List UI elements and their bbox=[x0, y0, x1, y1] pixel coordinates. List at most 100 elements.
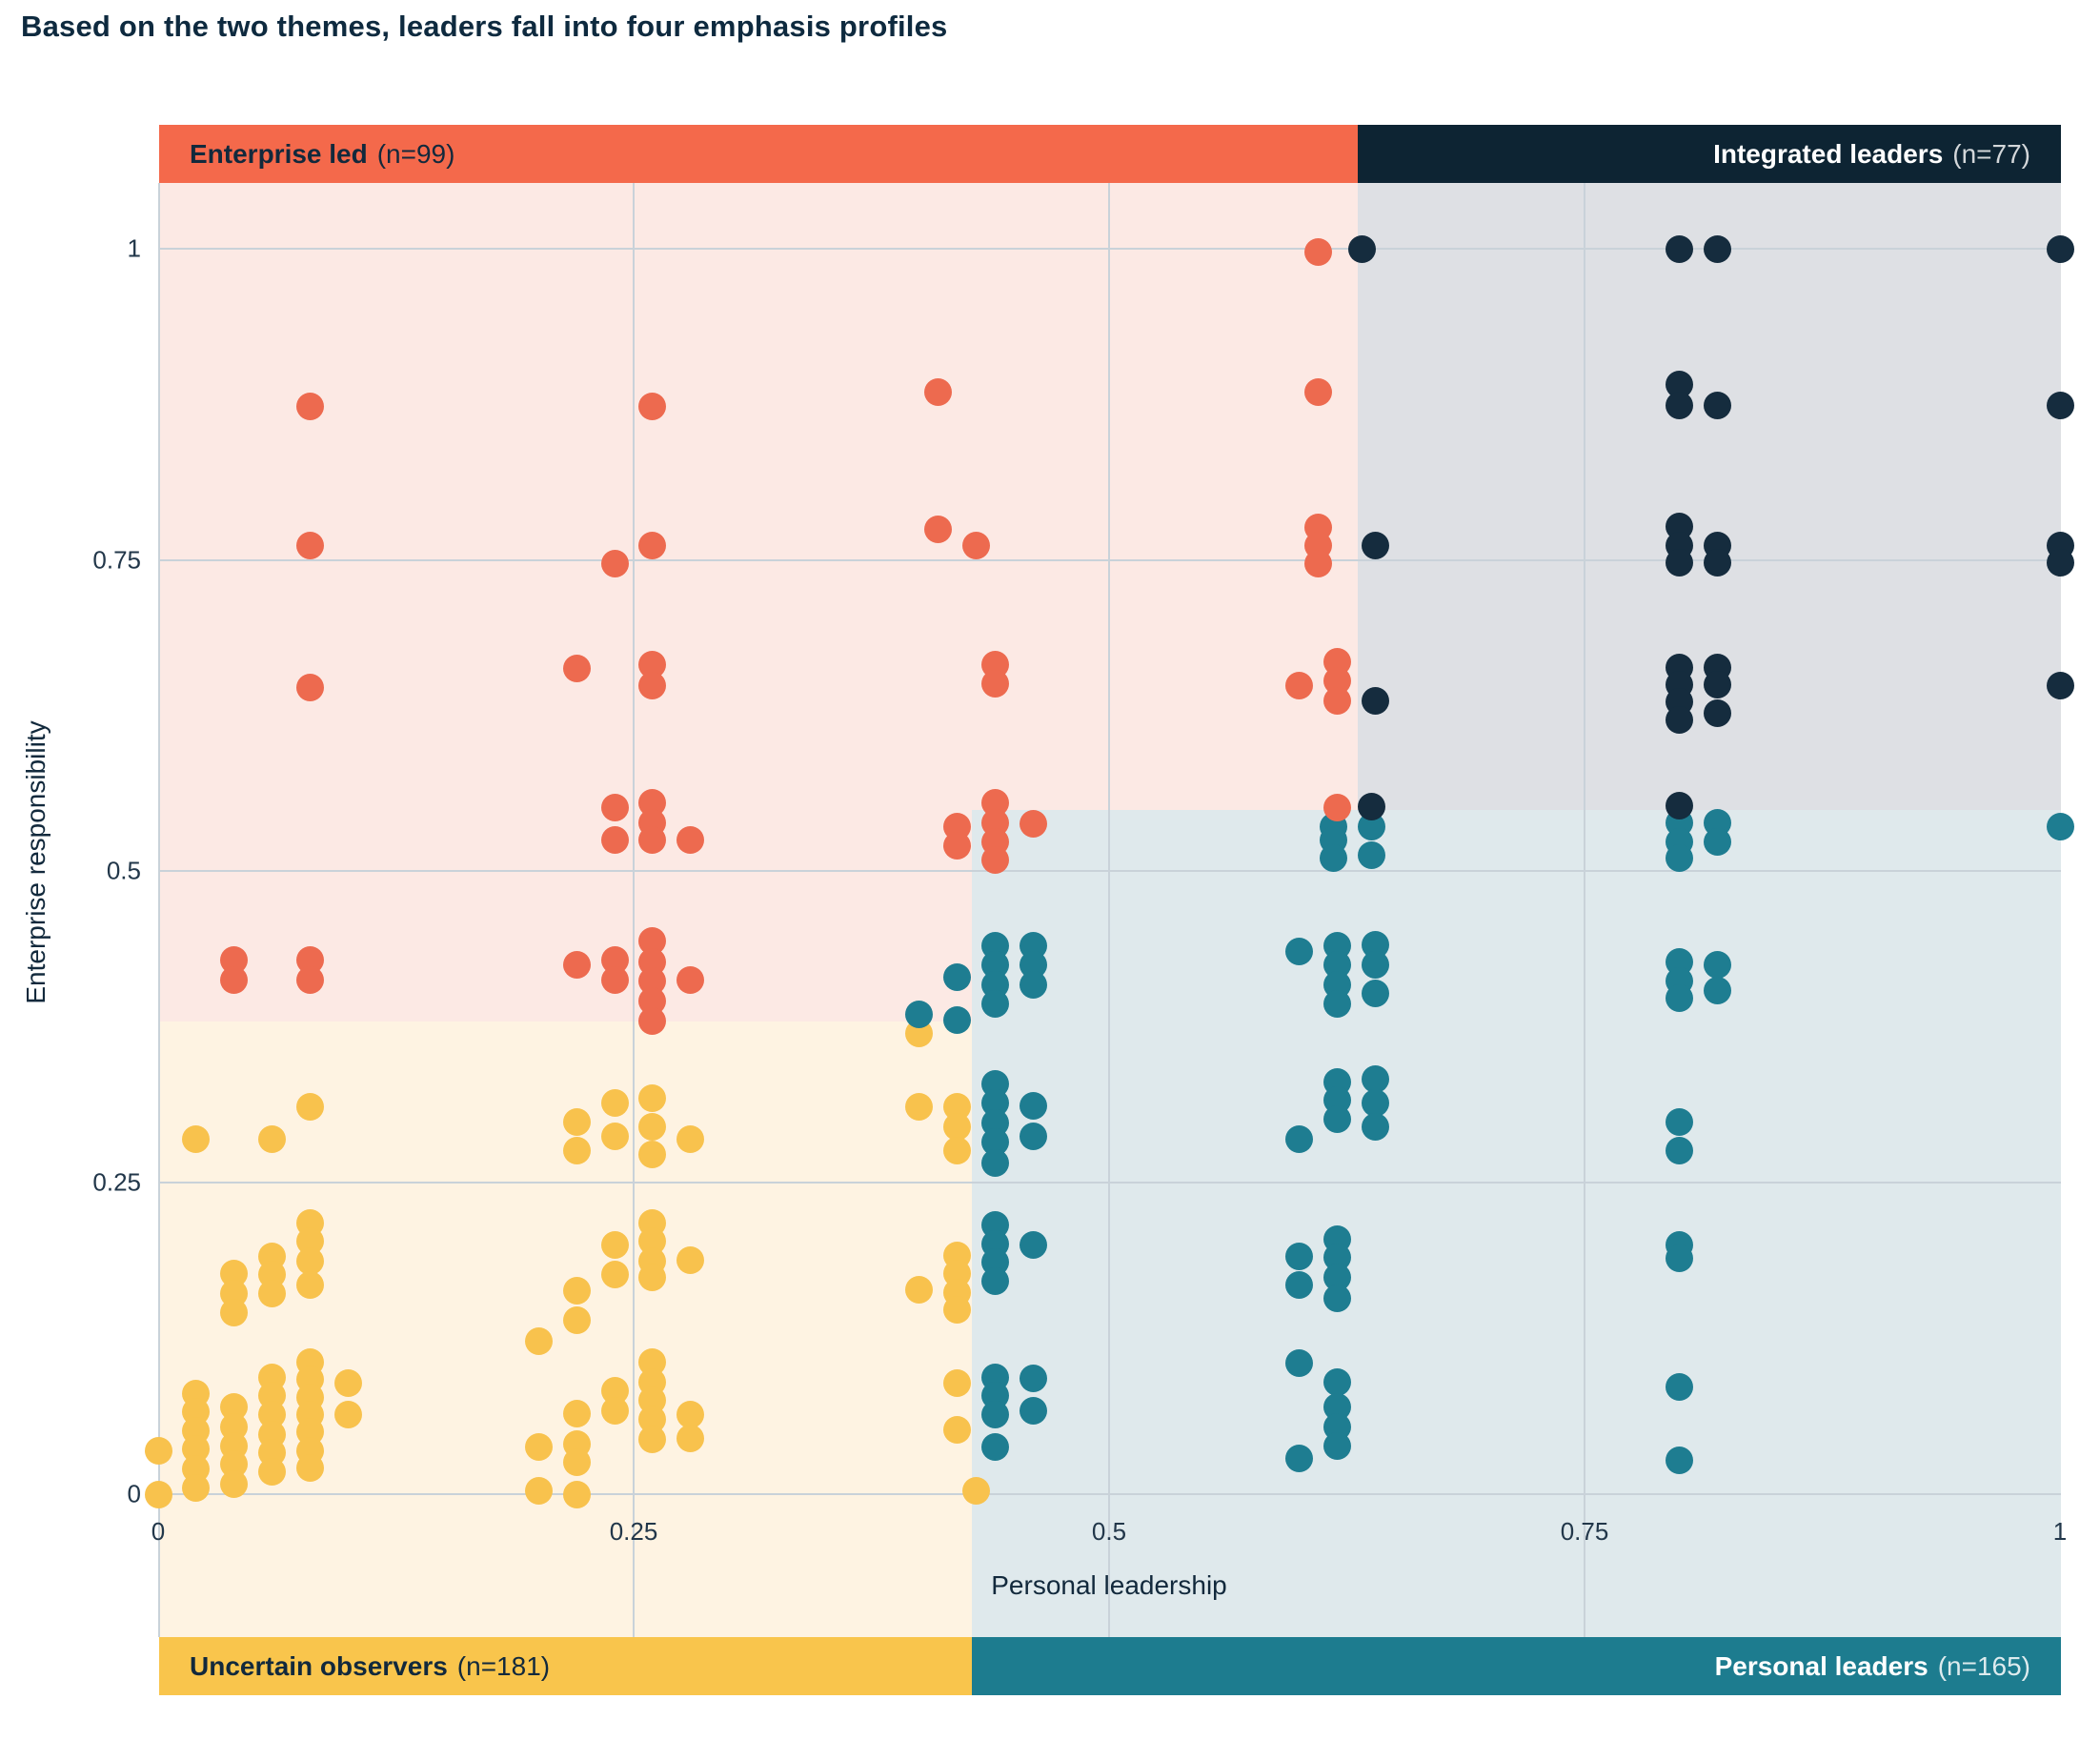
data-point bbox=[1704, 977, 1732, 1005]
data-point bbox=[2046, 392, 2074, 420]
data-point bbox=[296, 1093, 325, 1122]
data-point bbox=[676, 965, 705, 994]
data-point bbox=[562, 654, 591, 682]
data-point bbox=[2046, 812, 2074, 840]
y-tick-075: 0.75 bbox=[92, 545, 141, 575]
data-point bbox=[562, 951, 591, 980]
data-point bbox=[1304, 238, 1333, 267]
data-point bbox=[1323, 794, 1352, 822]
data-point bbox=[904, 1276, 933, 1305]
data-point bbox=[1019, 970, 1047, 999]
data-point bbox=[923, 377, 952, 406]
data-point bbox=[1323, 686, 1352, 715]
data-point bbox=[980, 669, 1009, 698]
data-point bbox=[1666, 984, 1694, 1013]
data-point bbox=[1666, 392, 1694, 420]
data-point bbox=[296, 1454, 325, 1483]
quadrant-label: Personal leaders bbox=[1714, 1650, 1928, 1681]
gridline-x-075 bbox=[1584, 183, 1585, 1637]
data-point bbox=[1666, 1373, 1694, 1402]
data-point bbox=[638, 1140, 667, 1168]
data-point bbox=[600, 1231, 629, 1260]
data-point bbox=[638, 1264, 667, 1292]
data-point bbox=[638, 1112, 667, 1141]
data-point bbox=[1666, 791, 1694, 819]
y-tick-0: 0 bbox=[127, 1479, 141, 1508]
data-point bbox=[942, 963, 971, 992]
quadrant-region-personal-leaders bbox=[972, 810, 2061, 1637]
data-point bbox=[1361, 951, 1389, 980]
data-point bbox=[942, 831, 971, 860]
data-point bbox=[1704, 951, 1732, 980]
data-point bbox=[1323, 1285, 1352, 1313]
quadrant-label: Enterprise led bbox=[190, 138, 368, 169]
data-point bbox=[638, 393, 667, 421]
data-point bbox=[1361, 1112, 1389, 1141]
data-point bbox=[334, 1400, 363, 1428]
data-point bbox=[980, 1432, 1009, 1461]
data-point bbox=[1704, 699, 1732, 727]
quadrant-n-count: (n=165) bbox=[1937, 1650, 2030, 1681]
data-point bbox=[1285, 1125, 1314, 1153]
data-point bbox=[1323, 989, 1352, 1018]
data-point bbox=[638, 826, 667, 855]
data-point bbox=[942, 1369, 971, 1398]
data-point bbox=[296, 1247, 325, 1276]
data-point bbox=[1704, 670, 1732, 698]
quadrant-n-count: (n=181) bbox=[456, 1650, 551, 1681]
data-point bbox=[258, 1125, 287, 1153]
y-tick-1: 1 bbox=[127, 233, 141, 263]
data-point bbox=[1285, 1444, 1314, 1472]
quadrant-band-uncertain-observers: Uncertain observers (n=181) bbox=[159, 1637, 972, 1695]
data-point bbox=[296, 965, 325, 994]
x-tick-025: 0.25 bbox=[609, 1517, 658, 1546]
data-point bbox=[562, 1107, 591, 1136]
data-point bbox=[562, 1480, 591, 1508]
data-point bbox=[1323, 1105, 1352, 1134]
quadrant-n-count: (n=77) bbox=[1952, 138, 2030, 169]
data-point bbox=[676, 1245, 705, 1274]
data-point bbox=[220, 1470, 249, 1499]
y-tick-05: 0.5 bbox=[106, 856, 141, 885]
data-point bbox=[1304, 550, 1333, 578]
data-point bbox=[220, 965, 249, 994]
data-point bbox=[1304, 377, 1333, 406]
data-point bbox=[1704, 392, 1732, 420]
data-point bbox=[2046, 548, 2074, 577]
data-point bbox=[961, 531, 990, 559]
data-point bbox=[961, 1476, 990, 1505]
data-point bbox=[980, 1400, 1009, 1428]
data-point bbox=[562, 1136, 591, 1164]
data-point bbox=[524, 1476, 553, 1505]
data-point bbox=[334, 1369, 363, 1398]
data-point bbox=[296, 393, 325, 421]
data-point bbox=[1666, 548, 1694, 577]
data-point bbox=[676, 1424, 705, 1452]
data-point bbox=[676, 1125, 705, 1153]
quadrant-band-enterprise-led: Enterprise led (n=99) bbox=[159, 125, 1358, 183]
data-point bbox=[980, 846, 1009, 875]
data-point bbox=[1285, 1242, 1314, 1270]
data-point bbox=[1347, 234, 1376, 263]
quadrant-band-integrated-leaders: Integrated leaders (n=77) bbox=[1358, 125, 2061, 183]
gridline-y-05 bbox=[158, 870, 2061, 872]
data-point bbox=[1019, 810, 1047, 839]
quadrant-label: Uncertain observers bbox=[190, 1650, 448, 1681]
data-point bbox=[638, 531, 667, 559]
quadrant-label: Integrated leaders bbox=[1713, 138, 1944, 169]
data-point bbox=[1361, 980, 1389, 1008]
data-point bbox=[600, 826, 629, 855]
data-point bbox=[1666, 1244, 1694, 1273]
quadrant-band-personal-leaders: Personal leaders (n=165) bbox=[972, 1637, 2061, 1695]
data-point bbox=[600, 1261, 629, 1289]
data-point bbox=[1361, 531, 1389, 559]
data-point bbox=[144, 1436, 172, 1465]
gridline-x-05 bbox=[1108, 183, 1110, 1637]
x-axis-title: Personal leadership bbox=[991, 1570, 1227, 1600]
data-point bbox=[1285, 1270, 1314, 1299]
data-point bbox=[638, 1083, 667, 1112]
data-point bbox=[562, 1447, 591, 1476]
gridline-y-025 bbox=[158, 1182, 2061, 1184]
x-tick-05: 0.5 bbox=[1091, 1517, 1127, 1546]
data-point bbox=[1357, 793, 1385, 821]
